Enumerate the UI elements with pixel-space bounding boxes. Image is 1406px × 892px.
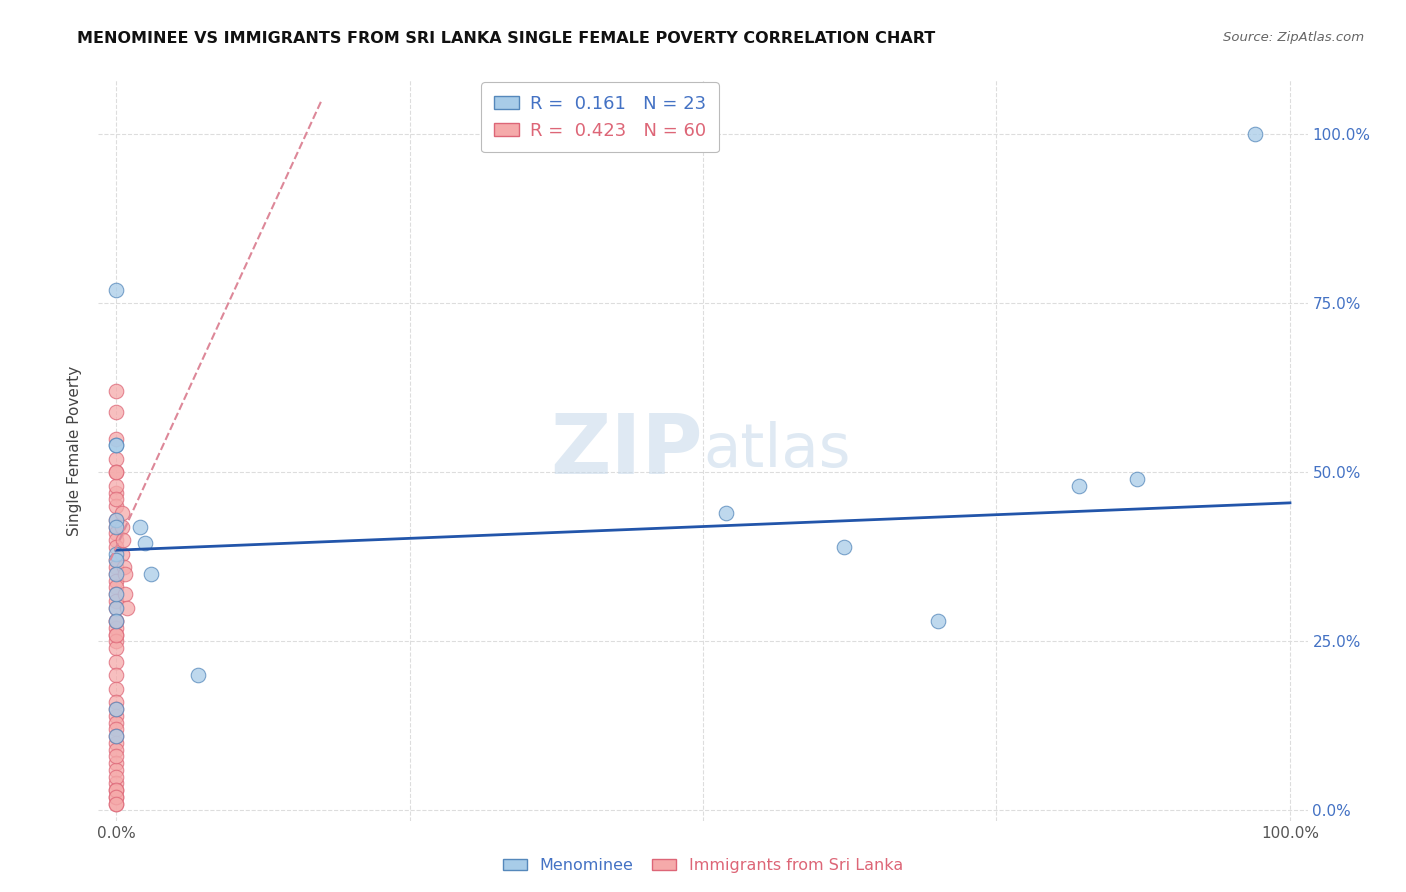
Point (105, 566, 128, 581)
Text: atlas: atlas (703, 421, 851, 480)
Point (105, 479, 128, 493)
Point (105, 715, 128, 730)
Legend: R =  0.161   N = 23, R =  0.423   N = 60: R = 0.161 N = 23, R = 0.423 N = 60 (481, 82, 718, 153)
Point (105, 621, 128, 635)
Point (105, 702, 128, 716)
Point (105, 526, 128, 541)
Point (105, 729, 128, 743)
Point (105, 553, 128, 567)
Point (1067, 479, 1090, 493)
Text: MENOMINEE VS IMMIGRANTS FROM SRI LANKA SINGLE FEMALE POVERTY CORRELATION CHART: MENOMINEE VS IMMIGRANTS FROM SRI LANKA S… (77, 31, 935, 46)
Point (105, 492, 128, 507)
Point (1243, 128, 1265, 142)
Point (105, 560, 128, 574)
Point (111, 506, 134, 520)
Point (105, 533, 128, 547)
Point (105, 681, 128, 696)
Point (105, 600, 128, 615)
Point (105, 628, 128, 642)
Point (105, 756, 128, 771)
Point (141, 566, 163, 581)
Point (105, 438, 128, 452)
Point (105, 553, 128, 567)
Point (105, 776, 128, 790)
Point (105, 634, 128, 648)
Point (105, 614, 128, 628)
Point (105, 432, 128, 446)
Point (105, 513, 128, 527)
Point (105, 600, 128, 615)
Point (114, 566, 136, 581)
Point (134, 536, 156, 550)
Point (128, 519, 150, 533)
Point (105, 574, 128, 588)
Point (105, 797, 128, 811)
Point (105, 668, 128, 682)
Point (105, 614, 128, 628)
Y-axis label: Single Female Poverty: Single Female Poverty (67, 366, 83, 535)
Point (112, 533, 135, 547)
Point (105, 540, 128, 554)
Point (105, 283, 128, 297)
Text: Source: ZipAtlas.com: Source: ZipAtlas.com (1223, 31, 1364, 45)
Point (105, 466, 128, 480)
Point (105, 789, 128, 804)
Point (105, 655, 128, 669)
Point (105, 466, 128, 480)
Point (105, 614, 128, 628)
Point (105, 797, 128, 811)
Point (105, 789, 128, 804)
Point (105, 580, 128, 594)
Point (105, 723, 128, 737)
Point (105, 519, 128, 533)
Point (105, 783, 128, 797)
Point (105, 404, 128, 418)
Point (105, 451, 128, 466)
Point (105, 566, 128, 581)
Point (105, 384, 128, 399)
Point (105, 742, 128, 756)
Point (716, 506, 738, 520)
Point (105, 770, 128, 784)
Point (105, 594, 128, 608)
Point (105, 485, 128, 500)
Point (105, 547, 128, 561)
Point (105, 749, 128, 764)
Point (105, 519, 128, 533)
Point (105, 695, 128, 709)
Point (105, 763, 128, 777)
Point (105, 641, 128, 656)
Legend: Menominee, Immigrants from Sri Lanka: Menominee, Immigrants from Sri Lanka (496, 852, 910, 880)
Point (832, 540, 855, 554)
Point (105, 587, 128, 601)
Point (105, 736, 128, 750)
Point (105, 500, 128, 514)
Point (187, 668, 209, 682)
Point (112, 560, 135, 574)
Point (927, 614, 949, 628)
Point (1126, 472, 1149, 486)
Point (114, 587, 136, 601)
Point (105, 783, 128, 797)
Point (111, 519, 134, 533)
Point (105, 729, 128, 743)
Point (105, 628, 128, 642)
Point (111, 547, 134, 561)
Point (105, 709, 128, 723)
Point (105, 438, 128, 452)
Point (105, 702, 128, 716)
Point (105, 587, 128, 601)
Point (115, 600, 138, 615)
Point (105, 513, 128, 527)
Text: ZIP: ZIP (551, 410, 703, 491)
